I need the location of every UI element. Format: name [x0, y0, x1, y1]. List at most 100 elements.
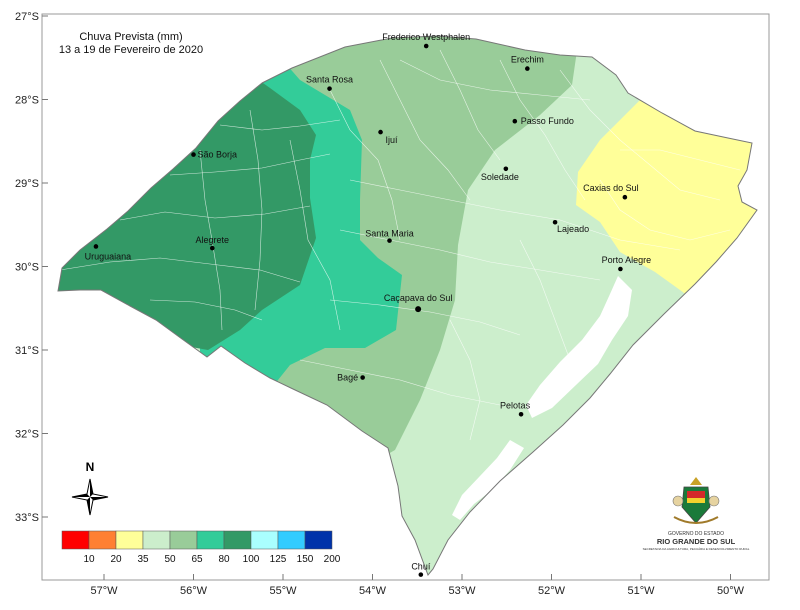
lon-tick-label: 53°W — [448, 585, 476, 597]
lon-tick-label: 51°W — [627, 585, 655, 597]
city-label: Santa Maria — [365, 229, 414, 239]
city-label: Frederico Westphalen — [382, 32, 470, 42]
city-dot — [512, 118, 518, 124]
lagoons — [452, 276, 632, 520]
city-marker: Pelotas — [500, 400, 531, 417]
government-seal: GOVERNO DO ESTADO RIO GRANDE DO SUL SECR… — [643, 477, 750, 551]
lat-tick-label: 30°S — [15, 262, 39, 274]
city-dot — [518, 411, 524, 417]
city-marker: Erechim — [511, 55, 544, 71]
lon-tick-label: 57°W — [90, 585, 118, 597]
city-marker: Frederico Westphalen — [382, 32, 470, 49]
lon-tick-label: 50°W — [717, 585, 745, 597]
longitude-axis: 57°W 56°W 55°W 54°W 53°W 52°W 51°W 50°W — [90, 574, 745, 597]
city-marker: Alegrete — [196, 235, 230, 251]
lagoa-mirim — [452, 440, 524, 520]
city-label: Pelotas — [500, 400, 531, 410]
city-label: Soledade — [481, 172, 519, 182]
city-marker: Soledade — [481, 166, 519, 182]
lat-tick-label: 29°S — [15, 178, 39, 190]
city-dot — [622, 194, 628, 200]
city-dot — [552, 219, 558, 225]
seal-line-2: RIO GRANDE DO SUL — [657, 537, 736, 546]
city-marker: Passo Fundo — [512, 116, 574, 126]
city-marker: São Borja — [191, 150, 237, 160]
legend-value: 65 — [191, 554, 203, 565]
legend-value: 125 — [270, 554, 287, 565]
city-marker: Ijuí — [378, 129, 399, 145]
city-dot — [415, 306, 422, 313]
city-marker: Santa Rosa — [306, 75, 353, 91]
city-label: Lajeado — [557, 224, 589, 234]
map-title: Chuva Prevista (mm) — [79, 31, 182, 43]
city-dot — [423, 43, 429, 49]
latitude-axis: 27°S 28°S 29°S 30°S 31°S 32°S 33°S — [15, 11, 48, 524]
legend-value: 200 — [324, 554, 341, 565]
legend-value: 35 — [137, 554, 149, 565]
seal-line-1: GOVERNO DO ESTADO — [668, 531, 724, 537]
legend-value: 80 — [218, 554, 230, 565]
legend-swatch — [61, 530, 90, 550]
city-label: Alegrete — [196, 235, 230, 245]
seal-line-3: SECRETARIA DA AGRICULTURA, PECUÁRIA E DE… — [643, 547, 750, 551]
legend-value: 10 — [83, 554, 95, 565]
north-label: N — [86, 460, 95, 474]
city-dot — [387, 238, 392, 243]
north-arrow: N — [71, 460, 109, 516]
city-label: Chuí — [411, 562, 431, 572]
lagoa-dos-patos — [526, 276, 632, 418]
city-label: Bagé — [337, 373, 358, 383]
municipal-boundaries — [59, 49, 741, 441]
lon-tick-label: 56°W — [180, 585, 208, 597]
city-marker: Uruguaiana — [85, 244, 132, 261]
city-marker: Santa Maria — [365, 229, 414, 243]
city-dot — [209, 245, 215, 251]
legend-swatch — [142, 530, 171, 550]
lon-tick-label: 54°W — [359, 585, 387, 597]
city-marker: Caçapava do Sul — [384, 293, 453, 313]
lat-tick-label: 33°S — [15, 512, 39, 524]
city-dot — [191, 152, 196, 157]
city-marker: Bagé — [337, 373, 365, 383]
legend-swatch — [223, 530, 252, 550]
city-dot — [418, 572, 424, 577]
legend-value: 100 — [243, 554, 260, 565]
legend-swatch — [250, 530, 279, 550]
city-markers: Frederico Westphalen Erechim Santa Rosa Pas… — [85, 32, 652, 577]
lon-tick-label: 52°W — [538, 585, 566, 597]
city-marker: Lajeado — [552, 219, 589, 234]
legend-value: 20 — [110, 554, 122, 565]
city-label: Erechim — [511, 55, 544, 65]
city-dot — [378, 129, 383, 135]
city-marker: Caxias do Sul — [583, 183, 639, 200]
coat-of-arms-icon — [672, 477, 720, 524]
legend-swatch — [277, 530, 306, 550]
city-dot — [93, 244, 99, 249]
city-marker: Chuí — [411, 562, 431, 577]
city-dot — [327, 86, 332, 91]
lat-tick-label: 28°S — [15, 95, 39, 107]
map-subtitle: 13 a 19 de Fevereiro de 2020 — [59, 44, 203, 56]
city-label: Uruguaiana — [85, 251, 132, 261]
rainfall-legend: 10 20 35 50 65 80 100 125 150 200 — [61, 530, 341, 565]
city-dot — [360, 375, 365, 380]
lon-tick-label: 55°W — [269, 585, 297, 597]
city-label: Passo Fundo — [521, 116, 574, 126]
city-label: Caçapava do Sul — [384, 293, 453, 303]
city-label: Ijuí — [386, 135, 399, 145]
lat-tick-label: 31°S — [15, 345, 39, 357]
lat-tick-label: 27°S — [15, 11, 39, 23]
city-label: São Borja — [198, 150, 238, 160]
city-label: Porto Alegre — [602, 255, 652, 265]
state-outline — [57, 35, 758, 576]
city-dot — [525, 66, 530, 71]
legend-swatch — [169, 530, 198, 550]
lat-tick-label: 32°S — [15, 429, 39, 441]
city-dot — [618, 266, 623, 272]
city-label: Santa Rosa — [306, 75, 353, 85]
city-label: Caxias do Sul — [583, 183, 639, 193]
city-dot — [503, 166, 509, 172]
legend-swatch — [196, 530, 225, 550]
legend-value: 50 — [164, 554, 176, 565]
